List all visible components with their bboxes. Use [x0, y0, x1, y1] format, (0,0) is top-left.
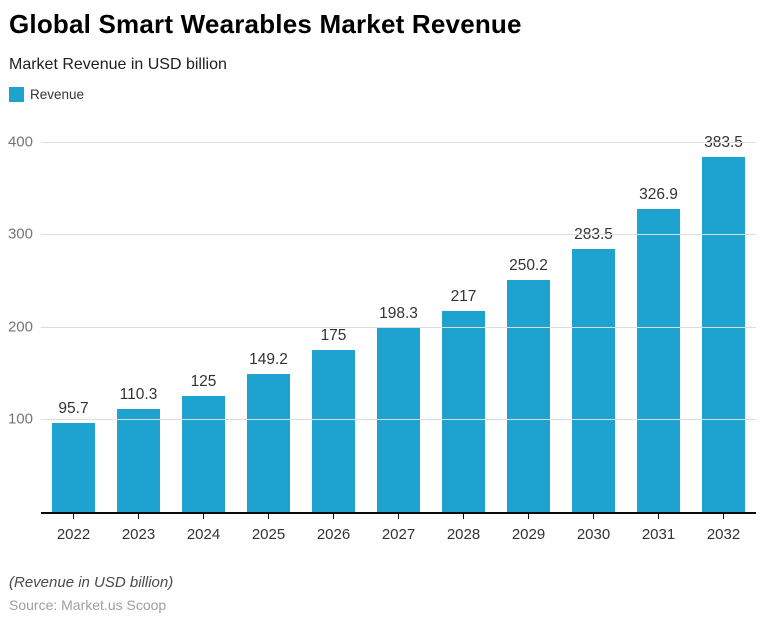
legend: Revenue: [9, 86, 756, 102]
x-tick-label-2030: 2030: [576, 525, 611, 543]
bar-value-label-2032: 383.5: [704, 133, 743, 151]
bar-value-label-2027: 198.3: [379, 305, 418, 323]
x-tickmark-2029: [527, 513, 530, 519]
x-slot-2032: 2032: [691, 513, 756, 543]
bar-value-label-2024: 125: [190, 372, 217, 390]
y-tick-label-400: 400: [7, 133, 33, 150]
x-slot-2029: 2029: [496, 513, 561, 543]
x-slot-2025: 2025: [236, 513, 301, 543]
x-tickmark-2025: [267, 513, 270, 519]
gridline-400: [41, 141, 756, 143]
x-tick-label-2026: 2026: [316, 525, 351, 543]
legend-swatch-revenue: [9, 86, 24, 102]
x-tick-label-2028: 2028: [446, 525, 481, 543]
bar-value-label-2031: 326.9: [639, 186, 678, 204]
bar-slot-2030: 283.5: [561, 142, 626, 512]
y-tick-label-300: 300: [7, 225, 33, 243]
bar-2022: 95.7: [52, 400, 95, 512]
x-tick-label-2032: 2032: [706, 525, 741, 543]
bar-2032: 383.5: [702, 134, 745, 512]
x-slot-2030: 2030: [561, 513, 626, 543]
x-tick-label-2022: 2022: [56, 525, 91, 543]
x-slot-2024: 2024: [171, 513, 236, 543]
x-tickmark-2032: [722, 513, 725, 519]
chart-subtitle: Market Revenue in USD billion: [9, 55, 227, 73]
bar-slot-2024: 125: [171, 142, 236, 512]
bar-value-label-2026: 175: [320, 326, 347, 344]
chart-header: Global Smart Wearables Market Revenue Ma…: [0, 0, 766, 102]
x-tickmark-2022: [72, 513, 75, 519]
bar-value-label-2025: 149.2: [249, 350, 288, 368]
bars-container: 95.7 110.3 125 149.2 175 198.3 217 250.2 283.5 32…: [41, 134, 756, 512]
x-slot-2023: 2023: [106, 513, 171, 543]
x-slot-2031: 2031: [626, 513, 691, 543]
x-slot-2026: 2026: [301, 513, 366, 543]
bar-2026: 175: [312, 327, 355, 512]
x-slot-2027: 2027: [366, 513, 431, 543]
bar-slot-2026: 175: [301, 142, 366, 512]
x-tick-label-2031: 2031: [641, 525, 676, 543]
gridline-200: [41, 326, 756, 328]
x-tickmark-2024: [202, 513, 205, 519]
legend-label-revenue: Revenue: [30, 86, 85, 102]
x-tick-label-2027: 2027: [381, 525, 416, 543]
bar-value-label-2028: 217: [450, 287, 477, 305]
y-tick-label-200: 200: [7, 318, 33, 335]
x-axis: 2022 2023 2024 2025 2026 2027 2028 2029 2030 2031…: [41, 513, 756, 543]
bar-2028: 217: [442, 288, 485, 512]
x-tickmark-2023: [137, 513, 140, 519]
x-tick-label-2025: 2025: [251, 525, 286, 543]
x-tick-label-2023: 2023: [121, 525, 156, 543]
x-tickmark-2027: [397, 513, 400, 519]
x-tickmark-2026: [332, 513, 335, 519]
bar-slot-2028: 217: [431, 142, 496, 512]
bar-value-label-2030: 283.5: [574, 226, 613, 244]
bar-slot-2032: 383.5: [691, 134, 756, 512]
bar-value-label-2022: 95.7: [58, 399, 89, 417]
chart-footer: (Revenue in USD billion) Source: Market.…: [0, 574, 766, 613]
bar-2030: 283.5: [572, 226, 615, 512]
bar-2031: 326.9: [637, 186, 680, 512]
y-tick-label-100: 100: [7, 410, 33, 428]
x-tickmark-2030: [592, 513, 595, 519]
bar-2023: 110.3: [117, 386, 160, 512]
bar-2025: 149.2: [247, 351, 290, 512]
bar-slot-2025: 149.2: [236, 142, 301, 512]
plot-area: 95.7 110.3 125 149.2 175 198.3 217 250.2 283.5 32…: [8, 134, 756, 514]
bar-slot-2029: 250.2: [496, 142, 561, 512]
bar-2029: 250.2: [507, 257, 550, 512]
footer-source: Source: Market.us Scoop: [9, 596, 167, 613]
bar-slot-2023: 110.3: [106, 142, 171, 512]
gridline-300: [41, 234, 756, 235]
bar-slot-2022: 95.7: [41, 142, 106, 512]
gridline-100: [41, 419, 756, 420]
bar-chart: 95.7 110.3 125 149.2 175 198.3 217 250.2 283.5 32…: [0, 134, 756, 543]
bar-2024: 125: [182, 373, 225, 512]
bar-value-label-2029: 250.2: [509, 257, 548, 275]
bar-slot-2031: 326.9: [626, 142, 691, 512]
x-slot-2022: 2022: [41, 513, 106, 543]
footer-note: (Revenue in USD billion): [9, 573, 174, 591]
x-tickmark-2031: [657, 513, 660, 519]
chart-title: Global Smart Wearables Market Revenue: [9, 9, 522, 39]
bar-value-label-2023: 110.3: [119, 386, 158, 404]
x-tickmark-2028: [462, 513, 465, 519]
x-slot-2028: 2028: [431, 513, 496, 543]
x-tick-label-2029: 2029: [511, 525, 546, 543]
x-tick-label-2024: 2024: [186, 525, 221, 543]
